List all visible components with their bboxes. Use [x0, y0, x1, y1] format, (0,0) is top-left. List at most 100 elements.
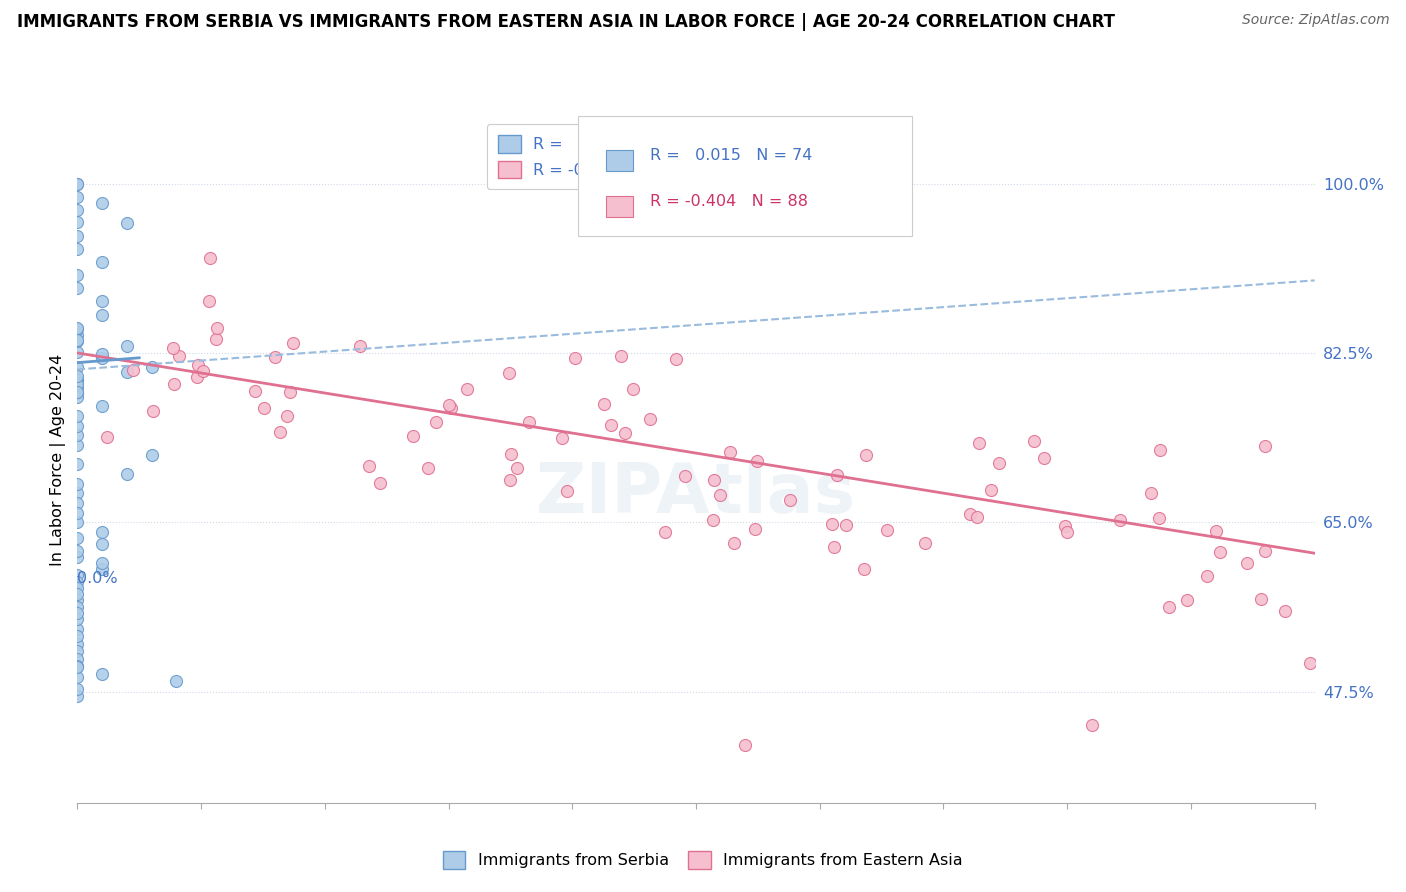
Point	[1149, 510, 1171, 524]
Point	[66, 612, 89, 626]
Y-axis label: In Labor Force | Age 20-24: In Labor Force | Age 20-24	[51, 353, 66, 566]
Point	[169, 349, 191, 363]
Point	[1081, 718, 1104, 732]
Point	[1032, 450, 1054, 465]
Point	[66, 202, 89, 217]
Legend: R =   0.015   N = 74, R = -0.404   N = 88: R = 0.015 N = 74, R = -0.404 N = 88	[486, 124, 707, 189]
Point	[1209, 545, 1232, 559]
Point	[820, 516, 842, 531]
Point	[517, 415, 540, 429]
Point	[853, 562, 876, 576]
Point	[564, 351, 586, 365]
Point	[1149, 442, 1171, 457]
Point	[66, 190, 89, 204]
Point	[66, 373, 89, 387]
Point	[66, 690, 89, 704]
Point	[66, 334, 89, 348]
Point	[66, 390, 89, 404]
Point	[66, 549, 89, 564]
Point	[66, 215, 89, 229]
Point	[555, 484, 578, 499]
Point	[825, 468, 848, 483]
Point	[283, 335, 305, 350]
Point	[66, 606, 89, 620]
Point	[141, 360, 163, 375]
Point	[1159, 599, 1181, 614]
Point	[702, 513, 724, 527]
Point	[66, 281, 89, 295]
Point	[276, 409, 298, 423]
Point	[1056, 524, 1078, 539]
Point	[162, 376, 184, 391]
Point	[1195, 569, 1218, 583]
Point	[402, 428, 425, 442]
Point	[66, 486, 89, 500]
Point	[66, 381, 89, 395]
Point	[91, 399, 114, 413]
Text: ZIPAtlas: ZIPAtlas	[536, 460, 856, 527]
Point	[91, 347, 114, 361]
Point	[66, 409, 89, 423]
Point	[278, 384, 301, 399]
Point	[66, 177, 89, 191]
Point	[269, 425, 291, 440]
Point	[359, 458, 381, 473]
Point	[440, 401, 463, 415]
Point	[779, 492, 801, 507]
Point	[1053, 519, 1076, 533]
Point	[66, 386, 89, 401]
Point	[66, 644, 89, 658]
Point	[187, 358, 209, 372]
Point	[967, 436, 990, 450]
Point	[66, 629, 89, 643]
Point	[66, 574, 89, 589]
Legend: Immigrants from Serbia, Immigrants from Eastern Asia: Immigrants from Serbia, Immigrants from …	[436, 845, 970, 875]
Point	[66, 457, 89, 471]
Point	[959, 507, 981, 521]
Point	[600, 417, 623, 432]
Point	[1108, 513, 1130, 527]
Point	[66, 587, 89, 601]
Point	[551, 431, 574, 445]
Point	[1205, 524, 1227, 539]
Text: R =   0.015   N = 74: R = 0.015 N = 74	[650, 147, 813, 162]
Point	[66, 268, 89, 283]
Point	[744, 522, 766, 536]
Point	[91, 308, 114, 322]
Point	[91, 537, 114, 551]
Point	[718, 444, 741, 458]
Point	[66, 581, 89, 595]
Point	[66, 543, 89, 558]
Point	[709, 488, 731, 502]
Point	[66, 622, 89, 636]
Text: R = -0.404   N = 88: R = -0.404 N = 88	[650, 194, 808, 210]
Point	[506, 461, 529, 475]
Point	[66, 593, 89, 607]
Point	[966, 510, 988, 524]
Point	[66, 659, 89, 673]
Point	[437, 398, 460, 412]
Point	[609, 349, 631, 363]
Point	[66, 327, 89, 342]
Point	[115, 467, 138, 481]
Point	[1022, 434, 1045, 449]
Point	[115, 216, 138, 230]
Point	[66, 334, 89, 348]
Point	[66, 428, 89, 442]
Point	[96, 430, 118, 444]
Point	[745, 454, 768, 468]
Point	[498, 473, 520, 487]
Point	[823, 541, 845, 555]
Point	[253, 401, 276, 415]
Point	[66, 515, 89, 529]
Point	[91, 351, 114, 365]
Point	[66, 568, 89, 582]
Point	[198, 251, 221, 265]
Point	[1175, 593, 1198, 607]
FancyBboxPatch shape	[606, 195, 633, 217]
Point	[66, 373, 89, 387]
Point	[91, 666, 114, 681]
Point	[638, 412, 661, 426]
Point	[66, 359, 89, 374]
Point	[66, 242, 89, 256]
